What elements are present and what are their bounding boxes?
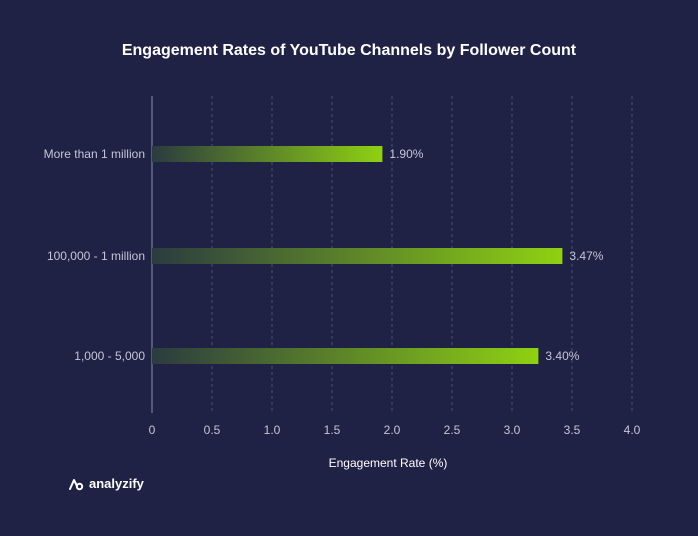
x-tick-label: 4.0 <box>624 423 641 437</box>
brand-name: analyzify <box>89 476 144 491</box>
bar <box>152 348 539 364</box>
x-tick-label: 0 <box>149 423 156 437</box>
y-category-label: 100,000 - 1 million <box>47 249 145 263</box>
x-axis-label: Engagement Rate (%) <box>329 456 448 470</box>
x-tick-label: 1.5 <box>324 423 341 437</box>
bar-value-label: 3.40% <box>545 349 579 363</box>
x-tick-label: 3.5 <box>564 423 581 437</box>
x-tick-label: 1.0 <box>264 423 281 437</box>
bar-value-label: 3.47% <box>569 249 603 263</box>
analyzify-logo-icon <box>69 478 84 490</box>
x-tick-label: 2.5 <box>444 423 461 437</box>
y-category-label: 1,000 - 5,000 <box>74 349 145 363</box>
chart-title: Engagement Rates of YouTube Channels by … <box>121 42 577 59</box>
bar-value-label: 1.90% <box>389 147 423 161</box>
bar <box>152 248 563 264</box>
x-tick-label: 3.0 <box>504 423 521 437</box>
analyzify-logo: analyzify <box>68 476 144 491</box>
y-category-label: More than 1 million <box>44 147 145 161</box>
bar <box>152 146 383 162</box>
x-tick-label: 0.5 <box>204 423 221 437</box>
x-tick-label: 2.0 <box>384 423 401 437</box>
